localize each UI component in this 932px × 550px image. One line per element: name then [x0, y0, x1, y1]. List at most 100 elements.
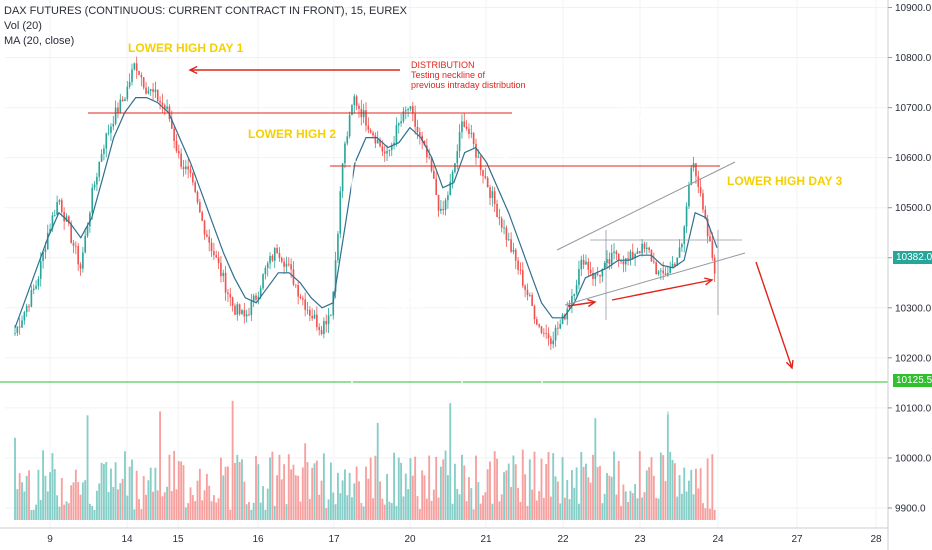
candle-body — [521, 270, 524, 286]
candle-body — [334, 260, 337, 292]
volume-bar — [32, 509, 35, 520]
volume-bar — [86, 415, 89, 520]
candle-body — [327, 315, 330, 325]
time-axis[interactable]: 9 14 15 16 17 20 21 22 23 24 27 28 — [0, 527, 888, 545]
candle-body — [302, 298, 304, 300]
volume-bar — [133, 509, 136, 520]
volume-bar — [559, 503, 562, 520]
volume-bar — [140, 509, 143, 520]
candle-body — [287, 263, 290, 265]
volume-bar — [648, 467, 651, 520]
volume-bar — [166, 486, 169, 520]
volume-bar — [16, 489, 19, 520]
candle-body — [510, 239, 512, 252]
candle-body — [346, 136, 349, 144]
candle-body — [128, 81, 131, 87]
volume-bar — [341, 480, 344, 520]
candle-body — [379, 139, 381, 147]
volume-bar — [98, 483, 101, 520]
volume-bar — [428, 455, 431, 520]
volume-bar — [53, 469, 56, 520]
ma-indicator-label[interactable]: MA (20, close) — [4, 35, 75, 47]
candle-body — [648, 247, 650, 250]
candle-body — [135, 63, 138, 71]
candle-body — [51, 215, 54, 230]
candle-body — [568, 304, 571, 309]
candle-body — [685, 206, 688, 227]
price-tick-label: 10100.0 — [895, 403, 932, 414]
volume-bar — [60, 478, 63, 520]
volume-bar — [135, 470, 138, 520]
candle-body — [201, 212, 204, 221]
volume-bar — [243, 481, 246, 520]
volume-bar — [709, 508, 711, 520]
candle-body — [688, 184, 690, 207]
candle-body — [49, 229, 51, 233]
candle-body — [77, 246, 79, 265]
markdown-arrow-head — [785, 359, 794, 370]
candle-body — [603, 262, 606, 269]
candle-body — [692, 163, 695, 168]
candle-body — [215, 255, 218, 258]
volume-bar — [145, 494, 147, 520]
volume-bar — [484, 492, 487, 520]
volume-bar — [102, 464, 105, 520]
candle-body — [407, 108, 409, 111]
volume-bar — [18, 473, 21, 520]
candle-body — [440, 208, 442, 211]
volume-bar — [362, 506, 365, 520]
candle-body — [538, 324, 540, 327]
volume-bar — [468, 477, 470, 520]
candle-body — [105, 133, 108, 149]
candle-body — [107, 132, 110, 134]
candle-body — [416, 126, 419, 133]
label-lower-high-day1: LOWER HIGH DAY 1 — [128, 41, 244, 55]
candle-body — [166, 106, 168, 109]
candle-body — [636, 251, 639, 254]
volume-bar — [198, 468, 201, 520]
volume-bar — [400, 462, 403, 520]
volume-bar — [131, 459, 133, 520]
volume-bar — [407, 489, 410, 520]
candle-body — [498, 217, 501, 219]
volume-bar — [367, 478, 370, 520]
volume-bar — [159, 411, 162, 520]
volume-bar — [402, 496, 405, 520]
candle-body — [367, 125, 370, 131]
volume-bar — [351, 497, 353, 520]
volume-bar — [107, 491, 110, 520]
volume-bar — [187, 503, 190, 520]
candle-body — [100, 154, 103, 162]
candle-body — [475, 144, 477, 158]
volume-bar — [601, 503, 604, 520]
volume-bar — [517, 488, 520, 520]
candle-body — [552, 340, 555, 345]
volume-bar — [432, 489, 435, 520]
volume-bar — [482, 495, 484, 520]
volume-bar — [320, 480, 323, 520]
candle-body — [390, 144, 393, 150]
volume-bar — [538, 491, 541, 520]
candle-body — [404, 110, 407, 112]
candle-body — [231, 297, 234, 306]
volume-indicator-label[interactable]: Vol (20) — [4, 20, 42, 32]
volume-bar — [182, 465, 185, 520]
candle-body — [222, 272, 225, 277]
candle-body — [503, 227, 505, 229]
volume-accel-arrow-head — [694, 442, 705, 451]
candle-body — [44, 249, 47, 253]
volume-bar — [540, 458, 543, 520]
volume-bar — [479, 503, 482, 520]
candle-body — [589, 269, 592, 274]
symbol-title[interactable]: DAX FUTURES (CONTINUOUS: CURRENT CONTRAC… — [4, 5, 407, 17]
candle-body — [674, 263, 676, 266]
candle-body — [540, 326, 543, 333]
volume-bar — [217, 498, 220, 520]
price-axis[interactable]: 10900.010800.010700.010600.010500.010400… — [887, 0, 932, 550]
candle-body — [259, 288, 262, 297]
candle-body — [114, 107, 117, 124]
candle-body — [433, 170, 435, 179]
candle-body — [313, 314, 316, 319]
support-price-label: 10125.5 — [893, 374, 932, 387]
